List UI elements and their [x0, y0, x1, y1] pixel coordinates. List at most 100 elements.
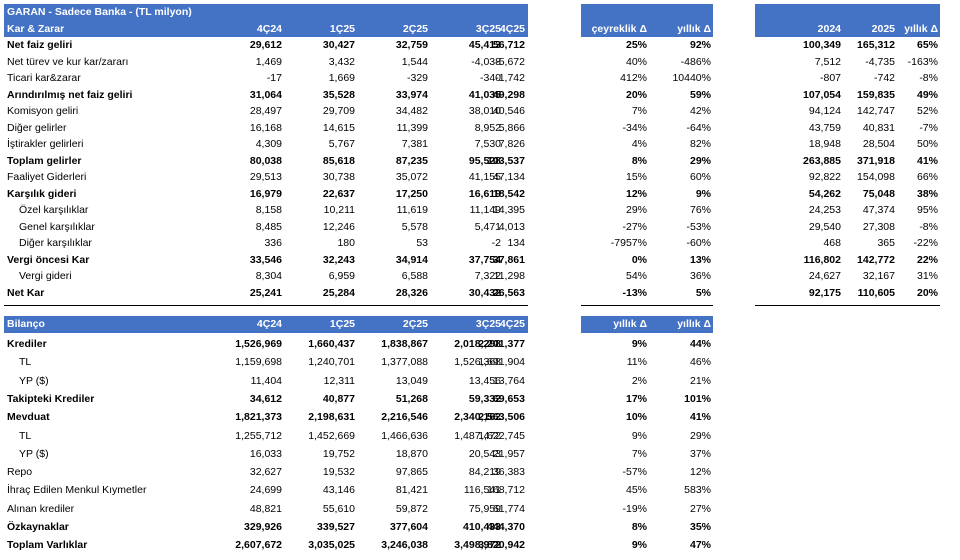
table-cell: 41,035: [468, 88, 501, 101]
table-cell: 92,822: [808, 171, 841, 183]
table-cell: 54,262: [808, 187, 841, 200]
table-row: Takipteki Krediler 34,612 40,877 51,268 59,3…: [4, 390, 528, 408]
table-cell: 52%: [916, 105, 938, 117]
table-row: 29,540 27,308 -8%: [755, 219, 940, 236]
table-row: 7,512 -4,735 -163%: [755, 54, 940, 71]
table-cell: -17: [266, 72, 282, 84]
table-row: 18,948 28,504 50%: [755, 136, 940, 153]
table-cell: 2,201,377: [478, 338, 525, 350]
table-cell: 107,054: [803, 88, 841, 101]
table-cell: 32,243: [322, 253, 355, 266]
table-cell: 16,168: [249, 121, 282, 134]
column-header: 2Ç25: [402, 22, 428, 35]
row-label: TL: [19, 429, 32, 442]
row-label: Mevduat: [7, 411, 50, 424]
table-cell: 4,013: [498, 220, 525, 233]
table-cell: 116,802: [803, 253, 841, 266]
table-cell: 24,253: [808, 204, 841, 216]
table-cell: 100,349: [803, 39, 841, 51]
table-row: 54,262 75,048 38%: [755, 186, 940, 203]
table-cell: 5%: [695, 286, 711, 299]
table-cell: 30,432: [468, 286, 501, 299]
table-row: Diğer gelirler 16,168 14,615 11,399 8,952 5,8…: [4, 120, 528, 137]
table-row: 94,124 142,747 52%: [755, 103, 940, 120]
table-cell: 329,926: [244, 521, 282, 533]
table-cell: 3,035,025: [308, 539, 355, 552]
row-label: Repo: [7, 466, 33, 479]
table-cell: 28,504: [862, 138, 895, 150]
table-cell: 5,866: [498, 121, 525, 134]
table-cell: 85,618: [322, 154, 355, 167]
table-cell: 41%: [689, 411, 711, 424]
section-title: Kar & Zarar: [7, 22, 65, 35]
table-cell: 34,914: [395, 253, 428, 266]
table-cell: 24,627: [808, 270, 841, 282]
table-cell: 25,284: [322, 286, 355, 299]
table-row: Arındırılmış net faiz geliri 31,064 35,528…: [4, 87, 528, 104]
table-cell: 28,497: [249, 105, 282, 117]
row-label: TL: [19, 356, 32, 369]
table-cell: 168,712: [487, 484, 525, 497]
table-row: Özel karşılıklar 8,158 10,211 11,619 11,149 1…: [4, 202, 528, 219]
table-row: -807 -742 -8%: [755, 70, 940, 87]
table-cell: 9%: [695, 187, 711, 200]
row-label: Net faiz geliri: [7, 39, 73, 51]
table-cell: 38%: [916, 187, 938, 200]
table-row: 43,759 40,831 -7%: [755, 120, 940, 137]
table-cell: 3,498,972: [454, 539, 501, 552]
income-annual-title-row: [755, 4, 940, 21]
table-row: 9% 29%: [581, 427, 713, 445]
table-cell: 16,979: [249, 187, 282, 200]
row-label: İhraç Edilen Menkul Kıymetler: [7, 484, 147, 497]
row-label: Alınan krediler: [7, 502, 75, 515]
table-cell: 69,653: [492, 392, 525, 405]
table-cell: 1,526,969: [235, 338, 282, 350]
income-annual-table: 2024 2025 yıllık Δ 100,349 165,312 65% 7,512 -…: [755, 4, 940, 306]
table-cell: -34%: [622, 121, 647, 134]
table-cell: -7%: [919, 121, 938, 134]
table-cell: -807: [819, 72, 841, 84]
income-change-table: çeyreklik Δ yıllık Δ 25% 92% 40% -486% 412% 10…: [581, 4, 713, 306]
column-header: çeyreklik Δ: [591, 22, 647, 35]
table-cell: 142,747: [857, 105, 895, 117]
table-cell: 47,374: [862, 204, 895, 216]
table-cell: 365: [877, 237, 895, 249]
row-label: Özkaynaklar: [7, 521, 69, 533]
table-cell: 26,563: [492, 286, 525, 299]
table-row: Vergi öncesi Kar 33,546 32,243 34,914 37,754…: [4, 252, 528, 269]
table-row: -13% 5%: [581, 285, 713, 302]
table-cell: -19%: [622, 502, 647, 515]
table-cell: 103,537: [487, 154, 525, 167]
table-cell: 29,612: [249, 39, 282, 51]
income-header-row: Kar & Zarar 4Ç24 1Ç25 2Ç25 3Ç25 4Ç25: [4, 20, 528, 37]
table-row: 100,349 165,312 65%: [755, 37, 940, 54]
table-cell: 4,309: [255, 138, 282, 150]
table-cell: 36%: [689, 270, 711, 282]
table-cell: 7,322: [474, 270, 501, 282]
table-cell: 97,865: [395, 466, 428, 479]
table-cell: 2,340,162: [454, 411, 501, 424]
table-cell: 16,033: [249, 447, 282, 460]
table-cell: 468: [823, 237, 841, 249]
table-row: -27% -53%: [581, 219, 713, 236]
balance-header-row: Bilanço 4Ç24 1Ç25 2Ç25 3Ç25 4Ç25: [4, 316, 528, 333]
table-row: YP ($) 16,033 19,752 18,870 20,543 21,957: [4, 445, 528, 463]
column-header: yıllık Δ: [677, 318, 711, 330]
income-title-row: GARAN - Sadece Banka - (TL milyon): [4, 4, 528, 21]
row-label: Ticari kar&zarar: [7, 72, 81, 84]
table-cell: 33,974: [395, 88, 428, 101]
table-row: 11% 46%: [581, 353, 713, 371]
table-cell: -2: [491, 237, 501, 249]
table-row: 2% 21%: [581, 372, 713, 390]
table-cell: -13%: [622, 286, 647, 299]
table-row: İştirakler gelirleri 4,309 5,767 7,381 7,530…: [4, 136, 528, 153]
table-cell: 55,610: [322, 502, 355, 515]
table-cell: 59,872: [395, 502, 428, 515]
table-row: Krediler 1,526,969 1,660,437 1,838,867 2,018…: [4, 335, 528, 353]
table-cell: -7957%: [610, 237, 647, 249]
table-cell: 27,308: [862, 220, 895, 233]
table-row: 92,175 110,605 20%: [755, 285, 940, 302]
table-cell: 32,627: [249, 466, 282, 479]
row-label: Diğer karşılıklar: [19, 237, 92, 249]
table-cell: 11%: [626, 356, 647, 369]
